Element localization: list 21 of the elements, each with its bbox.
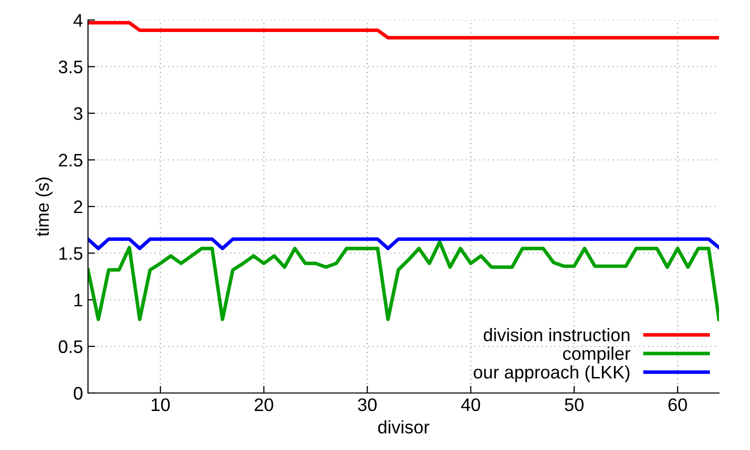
legend-label: our approach (LKK) [474, 365, 630, 382]
x-axis-title: divisor [378, 420, 430, 434]
line-series [88, 240, 719, 322]
x-tick-label: 20 [254, 398, 274, 412]
y-axis-title: time (s) [36, 178, 52, 236]
x-tick-label: 10 [152, 398, 170, 412]
x-tick-label: 30 [358, 398, 377, 412]
legend-label: compiler [563, 346, 630, 364]
y-tick-label: 3 [74, 107, 82, 120]
y-tick-label: 2.5 [58, 154, 82, 167]
x-tick-label: 60 [668, 398, 687, 412]
legend-label: division instruction [484, 328, 630, 342]
y-tick-label: 0 [74, 386, 82, 400]
x-tick-label: 40 [461, 398, 480, 412]
y-tick-label: 0.5 [58, 340, 82, 354]
y-tick-label: 1 [74, 294, 82, 306]
y-tick-label: 4 [74, 14, 83, 27]
y-tick-label: 3.5 [58, 60, 82, 74]
y-tick-label: 1.5 [59, 247, 82, 260]
x-tick-label: 50 [564, 398, 584, 412]
y-tick-label: 2 [74, 200, 82, 214]
